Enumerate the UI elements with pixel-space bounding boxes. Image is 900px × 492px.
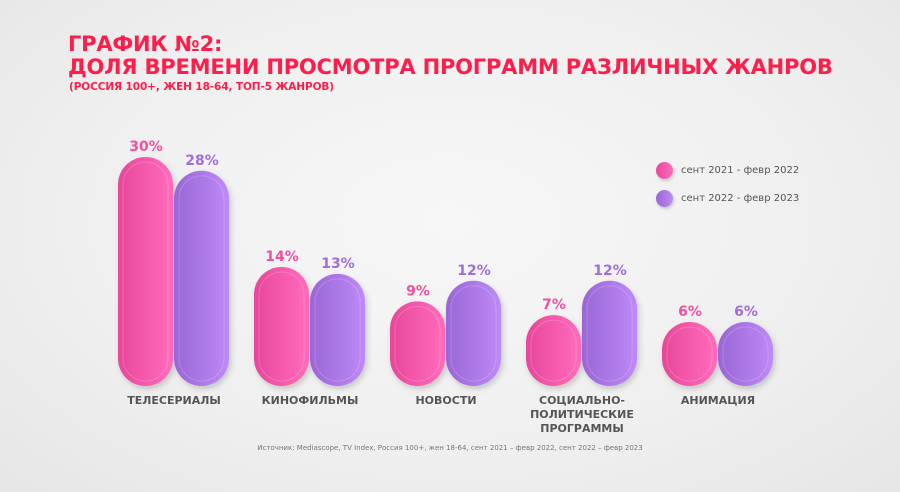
- category-label: КИНОФИЛЬМЫ: [262, 394, 359, 407]
- legend-item-series-1: сент 2021 - февр 2022: [656, 156, 799, 184]
- category-label: ПОЛИТИЧЕСКИЕ: [530, 408, 634, 421]
- bar-highlight: [314, 278, 361, 382]
- category-label: ТЕЛЕСЕРИАЛЫ: [127, 394, 221, 407]
- value-label: 12%: [593, 263, 627, 279]
- bar-series-1: [118, 157, 173, 386]
- category-label: АНИМАЦИЯ: [681, 394, 755, 407]
- bar-highlight: [178, 175, 225, 382]
- bar-series-2: [310, 273, 365, 386]
- title-line-2: ДОЛЯ ВРЕМЕНИ ПРОСМОТРА ПРОГРАММ РАЗЛИЧНЫ…: [68, 55, 833, 79]
- bar-series-2: [446, 280, 501, 386]
- bar-series-1: [526, 315, 581, 386]
- value-label: 6%: [678, 304, 702, 320]
- bar-series-1: [390, 301, 445, 386]
- category-label: ПРОГРАММЫ: [540, 422, 624, 435]
- value-label: 7%: [542, 297, 566, 313]
- value-label: 28%: [185, 153, 219, 169]
- value-label: 30%: [129, 139, 163, 155]
- legend-item-series-2: сент 2022 - февр 2023: [656, 184, 799, 212]
- bar-series-2: [174, 170, 229, 386]
- category-label: СОЦИАЛЬНО-: [539, 394, 625, 407]
- chart-subtitle: (РОССИЯ 100+, ЖЕН 18-64, ТОП-5 ЖАНРОВ): [69, 81, 335, 93]
- bar-highlight: [122, 161, 169, 382]
- bar-highlight: [450, 285, 497, 382]
- value-label: 9%: [406, 283, 430, 299]
- bar-highlight: [666, 326, 713, 382]
- bars-group: 30% 28% ТЕЛЕСЕРИАЛЫ 14% 13% КИНОФИЛЬМЫ 9% 12% НО…: [118, 139, 773, 435]
- source-note: Источник: Mediascope, TV Index, Россия 1…: [257, 444, 643, 452]
- bar-series-1: [254, 267, 309, 386]
- bar-highlight: [258, 271, 305, 382]
- category-label: НОВОСТИ: [415, 394, 476, 407]
- value-label: 6%: [734, 304, 758, 320]
- value-label: 13%: [321, 256, 355, 272]
- value-label: 12%: [457, 263, 491, 279]
- bar-highlight: [394, 305, 441, 382]
- bar-series-1: [662, 322, 717, 386]
- legend-label: сент 2021 - февр 2022: [681, 164, 800, 176]
- legend-swatch-purple: [656, 189, 673, 207]
- legend-label: сент 2022 - февр 2023: [681, 192, 800, 204]
- bar-series-2: [582, 280, 637, 386]
- legend-swatch-pink: [656, 161, 673, 179]
- legend: сент 2021 - февр 2022 сент 2022 - февр 2…: [656, 156, 799, 212]
- title-line-1: ГРАФИК №2:: [68, 32, 223, 56]
- bar-highlight: [586, 285, 633, 382]
- bar-series-2: [718, 322, 773, 386]
- bar-highlight: [530, 319, 577, 382]
- value-label: 14%: [265, 249, 299, 265]
- chart-title: ГРАФИК №2: ДОЛЯ ВРЕМЕНИ ПРОСМОТРА ПРОГРА…: [68, 33, 833, 79]
- bar-highlight: [722, 326, 769, 382]
